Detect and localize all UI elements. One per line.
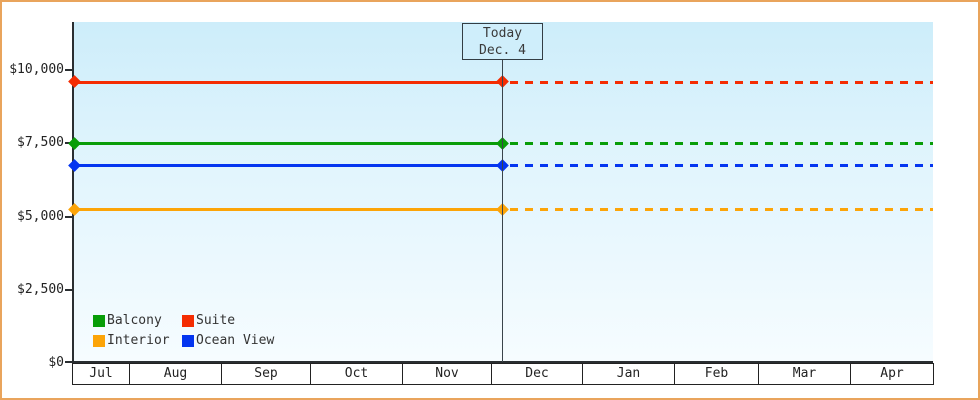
legend-label: Interior [107, 333, 170, 348]
legend-swatch-balcony [93, 315, 105, 327]
month-cell-aug: Aug [130, 364, 222, 384]
x-axis-month-row: Jul Aug Sep Oct Nov Dec Jan Feb Mar Apr [72, 363, 934, 385]
legend-swatch-interior [93, 335, 105, 347]
today-annotation: Today Dec. 4 [462, 23, 543, 60]
legend-label: Balcony [107, 313, 162, 328]
month-cell-jan: Jan [583, 364, 675, 384]
x-axis-line [65, 361, 933, 363]
series-line-solid-interior [74, 208, 502, 211]
today-annotation-line2: Dec. 4 [479, 43, 526, 58]
month-cell-sep: Sep [222, 364, 311, 384]
y-axis-label: $7,500 [17, 135, 64, 150]
legend-item-interior: Interior [93, 333, 182, 348]
month-cell-oct: Oct [311, 364, 403, 384]
month-cell-apr: Apr [880, 366, 904, 381]
y-axis-tick [65, 69, 72, 71]
legend-label: Ocean View [196, 333, 275, 348]
today-vertical-line [502, 59, 503, 362]
month-cell-dec: Dec [492, 364, 583, 384]
legend: Balcony Suite Interior Ocean View [93, 313, 275, 348]
y-axis-label: $5,000 [17, 209, 64, 224]
month-cell-nov: Nov [403, 364, 492, 384]
today-annotation-line1: Today [482, 26, 523, 41]
series-line-solid-suite [74, 81, 502, 84]
series-line-dashed-balcony [510, 142, 933, 145]
month-cell-mar: Mar [759, 364, 851, 384]
plot-background [74, 22, 933, 361]
legend-item-balcony: Balcony [93, 313, 182, 328]
series-line-dashed-suite [510, 81, 933, 84]
legend-label: Suite [196, 313, 236, 328]
y-axis-line [72, 22, 74, 363]
legend-item-ocean-view: Ocean View [182, 333, 275, 348]
legend-swatch-suite [182, 315, 194, 327]
series-line-dashed-interior [510, 208, 933, 211]
y-axis-tick [65, 216, 72, 218]
legend-swatch-ocean-view [182, 335, 194, 347]
series-line-solid-ocean-view [74, 164, 502, 167]
legend-item-suite: Suite [182, 313, 274, 328]
series-line-solid-balcony [74, 142, 502, 145]
month-cell-jul: Jul [73, 364, 130, 384]
y-axis-tick [65, 289, 72, 291]
y-axis-label: $0 [48, 355, 64, 370]
y-axis-label: $10,000 [9, 62, 64, 77]
y-axis-label: $2,500 [17, 282, 64, 297]
month-cell-feb: Feb [675, 364, 759, 384]
series-line-dashed-ocean-view [510, 164, 933, 167]
